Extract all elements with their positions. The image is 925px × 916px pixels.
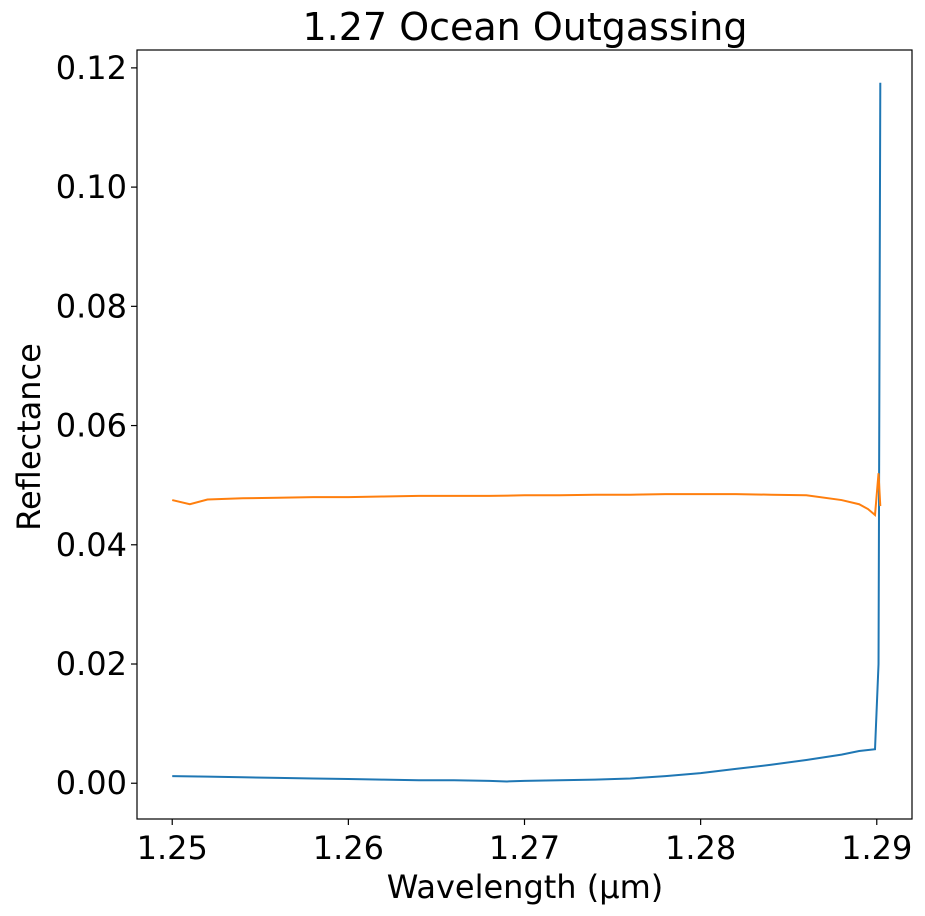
- series-line-1: [172, 82, 882, 783]
- x-tick-label: 1.26: [313, 829, 384, 867]
- y-axis: 0.00 0.02 0.04 0.06 0.08 0.10 0.12: [56, 49, 137, 802]
- x-axis-title: Wavelength (μm): [387, 868, 664, 906]
- x-tick-label: 1.27: [489, 829, 560, 867]
- x-tick-label: 1.29: [841, 829, 912, 867]
- y-axis-title: Reflectance: [10, 343, 48, 531]
- y-tick-label: 0.10: [56, 168, 127, 206]
- plot-frame: [136, 49, 913, 820]
- x-tick-label: 1.25: [137, 829, 208, 867]
- y-tick-label: 0.02: [56, 645, 127, 683]
- series-line-2: [171, 473, 882, 517]
- series-layer: [171, 82, 882, 783]
- y-tick-label: 0.00: [56, 764, 127, 802]
- y-tick-label: 0.08: [56, 287, 127, 325]
- x-axis: 1.25 1.26 1.27 1.28 1.29: [137, 819, 912, 867]
- x-tick-label: 1.28: [665, 829, 736, 867]
- y-tick-label: 0.04: [56, 526, 127, 564]
- y-tick-label: 0.06: [56, 407, 127, 445]
- chart-title: 1.27 Ocean Outgassing: [303, 5, 748, 49]
- y-tick-label: 0.12: [56, 49, 127, 87]
